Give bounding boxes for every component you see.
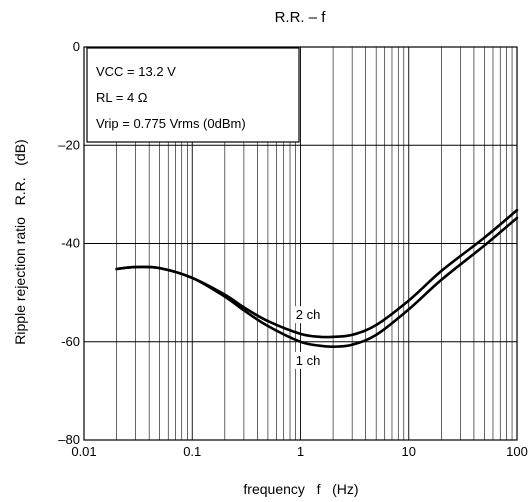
series-label-bg	[291, 306, 326, 324]
series-label: 1 ch	[296, 353, 321, 368]
condition-vrip: Vrip = 0.775 Vrms (0dBm)	[96, 116, 246, 131]
condition-rl: RL = 4 Ω	[96, 90, 148, 105]
x-tick-label: 0.01	[71, 444, 96, 459]
chart-title: R.R. – f	[275, 9, 327, 26]
y-axis-label: Ripple rejection ratio R.R. (dB)	[12, 139, 28, 344]
series-layer	[115, 208, 519, 349]
plot-frame	[83, 46, 518, 441]
conditions-box: VCC = 13.2 V RL = 4 Ω Vrip = 0.775 Vrms …	[86, 47, 300, 143]
series-label-bg	[291, 351, 326, 369]
y-tick-label: –80	[58, 432, 80, 447]
x-tick-label: 1	[297, 444, 304, 459]
y-tick-label: 0	[73, 39, 80, 54]
x-tick-label: 0.1	[183, 444, 201, 459]
conditions-box-frame	[86, 47, 300, 143]
y-tick-label: -40	[61, 236, 80, 251]
series-line	[115, 216, 519, 349]
x-tick-label: 100	[506, 444, 528, 459]
x-axis-label: frequency f (Hz)	[243, 481, 358, 497]
x-tick-labels: 0.01 0.1 1 10 100	[71, 444, 528, 459]
y-tick-label: –20	[58, 137, 80, 152]
x-tick-label: 10	[402, 444, 416, 459]
series-labels: 2 ch 1 ch	[291, 306, 326, 369]
y-tick-labels: 0 –20 -40 -60 –80	[58, 39, 80, 447]
y-tick-label: -60	[61, 334, 80, 349]
series-label: 2 ch	[296, 307, 321, 322]
condition-vcc: VCC = 13.2 V	[96, 64, 176, 79]
